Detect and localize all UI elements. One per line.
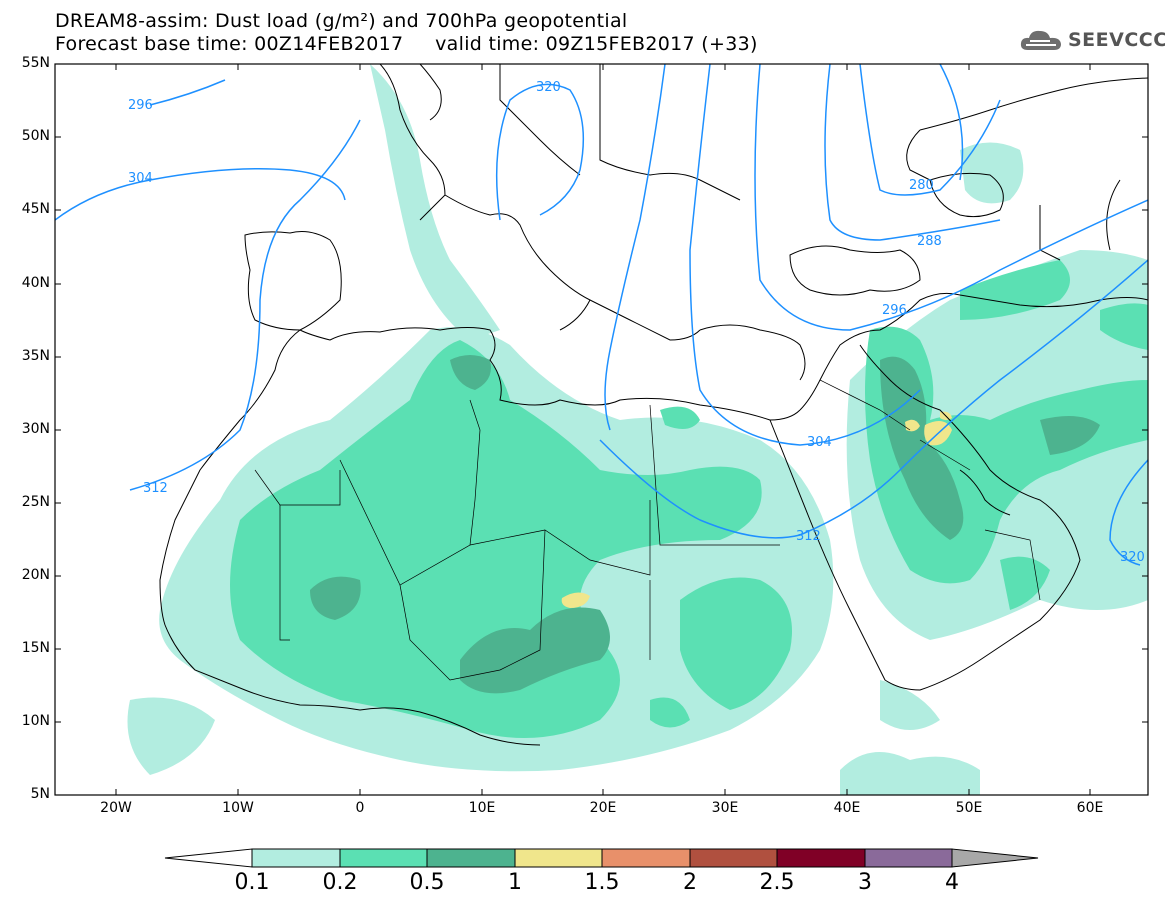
lat-label: 50N — [21, 128, 50, 144]
lat-label: 25N — [21, 494, 50, 510]
colorbar-swatch — [601, 848, 691, 868]
contour-label: 320 — [1120, 550, 1145, 565]
colorbar-high-arrow — [951, 848, 1039, 868]
lon-label: 10W — [222, 800, 254, 816]
contour-label: 312 — [143, 481, 168, 496]
colorbar-label: 0.1 — [234, 870, 270, 895]
colorbar-label: 2.5 — [759, 870, 795, 895]
lat-label: 10N — [21, 713, 50, 729]
lon-label: 20E — [589, 800, 617, 816]
colorbar — [164, 848, 1039, 868]
colorbar-swatch — [864, 848, 953, 868]
colorbar-swatch — [514, 848, 603, 868]
title-line-2: Forecast base time: 00Z14FEB2017 valid t… — [55, 33, 758, 55]
colorbar-label: 1 — [508, 870, 522, 895]
colorbar-swatch — [776, 848, 866, 868]
contour-label: 288 — [917, 234, 942, 249]
colorbar-label: 3 — [858, 870, 872, 895]
colorbar-label: 0.5 — [409, 870, 445, 895]
colorbar-label: 4 — [945, 870, 959, 895]
lat-label: 40N — [21, 275, 50, 291]
lon-label: 50E — [955, 800, 983, 816]
logo: SEEVCCC — [1018, 26, 1165, 54]
lat-label: 15N — [21, 640, 50, 656]
lon-label: 10E — [468, 800, 496, 816]
contour-label: 296 — [128, 98, 153, 113]
lon-label: 60E — [1076, 800, 1104, 816]
borders — [254, 379, 1041, 681]
lon-label: 20W — [100, 800, 132, 816]
lat-label: 55N — [21, 55, 50, 71]
cloud-icon — [1020, 30, 1061, 50]
colorbar-label: 0.2 — [322, 870, 358, 895]
colorbar-swatch — [339, 848, 428, 868]
contour-label: 296 — [882, 303, 907, 318]
colorbar-swatch — [251, 848, 341, 868]
contour-label: 304 — [128, 171, 153, 186]
lon-label: 40E — [833, 800, 861, 816]
logo-text: SEEVCCC — [1068, 29, 1165, 51]
lat-label: 35N — [21, 348, 50, 364]
contour-label: 312 — [796, 529, 821, 544]
ticks — [55, 63, 1148, 796]
title-line-1: DREAM8-assim: Dust load (g/m²) and 700hP… — [55, 10, 628, 32]
lat-label: 5N — [30, 786, 50, 802]
contour-label: 304 — [807, 435, 832, 450]
geopotential-contours — [55, 64, 1148, 566]
lon-label: 0 — [355, 800, 365, 816]
lat-label: 30N — [21, 421, 50, 437]
contour-label: 280 — [909, 178, 934, 193]
lat-label: 20N — [21, 567, 50, 583]
colorbar-swatch — [689, 848, 778, 868]
colorbar-label: 1.5 — [584, 870, 620, 895]
colorbar-low-arrow — [164, 848, 253, 868]
colorbar-label: 2 — [683, 870, 697, 895]
lon-label: 30E — [711, 800, 739, 816]
contour-label: 320 — [536, 80, 561, 95]
colorbar-swatch — [426, 848, 516, 868]
contour-labels: 296 304 312 320 304 312 320 280 288 296 — [128, 80, 1145, 565]
lat-label: 45N — [21, 201, 50, 217]
